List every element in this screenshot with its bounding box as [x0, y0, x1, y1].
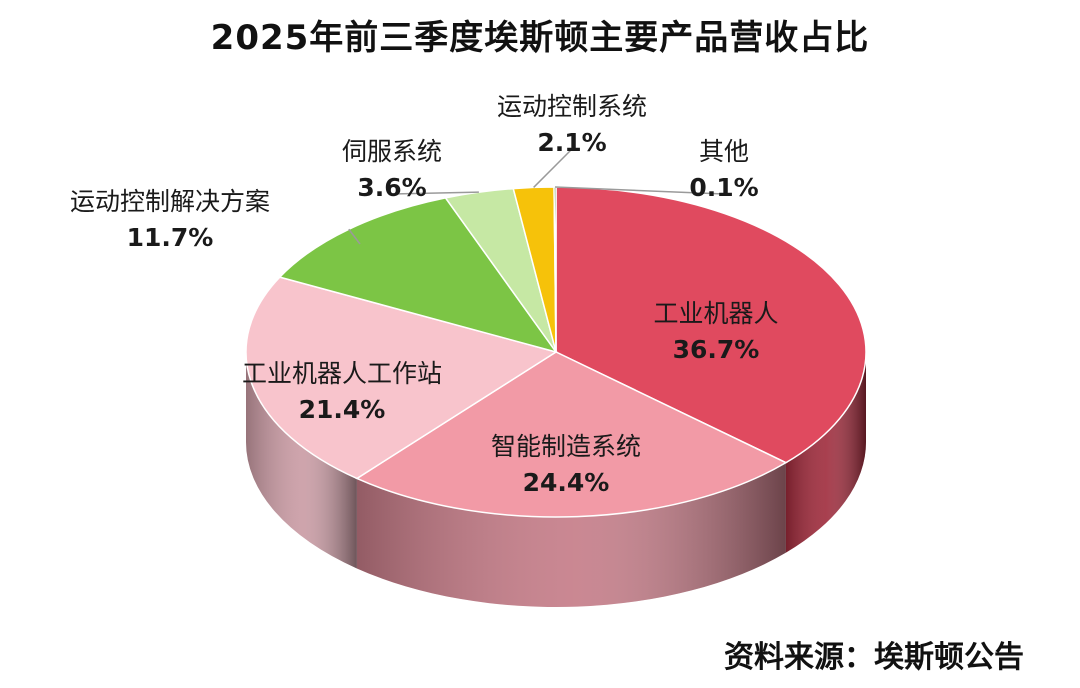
slice-value-6: 0.1% [689, 173, 758, 202]
slice-value-5: 2.1% [537, 128, 606, 157]
pie-labels: 工业机器人 36.7% 智能制造系统 24.4% 工业机器人工作站 21.4% 运动控制解决… [70, 92, 779, 497]
slice-value-0: 36.7% [673, 335, 760, 364]
pie-slice-1 [355, 351, 788, 518]
pie-side-walls [246, 352, 867, 608]
pie-side-shade-2 [246, 352, 357, 569]
slice-value-3: 11.7% [127, 223, 214, 252]
slice-label-4: 伺服系统 [342, 137, 442, 166]
slice-label-6: 其他 [699, 137, 749, 166]
source-note: 资料来源：埃斯顿公告 [724, 640, 1024, 675]
pie-side-shade-0 [785, 352, 867, 553]
pie-top [245, 186, 867, 518]
slice-label-5: 运动控制系统 [497, 92, 647, 121]
slice-label-1: 智能制造系统 [491, 432, 641, 461]
pie-slice-0 [555, 186, 867, 464]
slice-label-0: 工业机器人 [653, 299, 778, 328]
leader-line-6 [554, 186, 725, 195]
pie-slice-2 [245, 276, 558, 480]
slice-value-1: 24.4% [523, 468, 610, 497]
pie-side-shade-1 [356, 462, 786, 608]
slice-label-3: 运动控制解决方案 [70, 187, 270, 216]
slice-value-2: 21.4% [299, 395, 386, 424]
leader-line-4 [391, 191, 479, 195]
slice-label-2: 工业机器人工作站 [242, 359, 442, 388]
leader-line-3 [348, 228, 361, 245]
slice-value-4: 3.6% [357, 173, 426, 202]
leader-line-5 [533, 148, 573, 188]
chart-title: 2025年前三季度埃斯顿主要产品营收占比 [210, 18, 870, 58]
